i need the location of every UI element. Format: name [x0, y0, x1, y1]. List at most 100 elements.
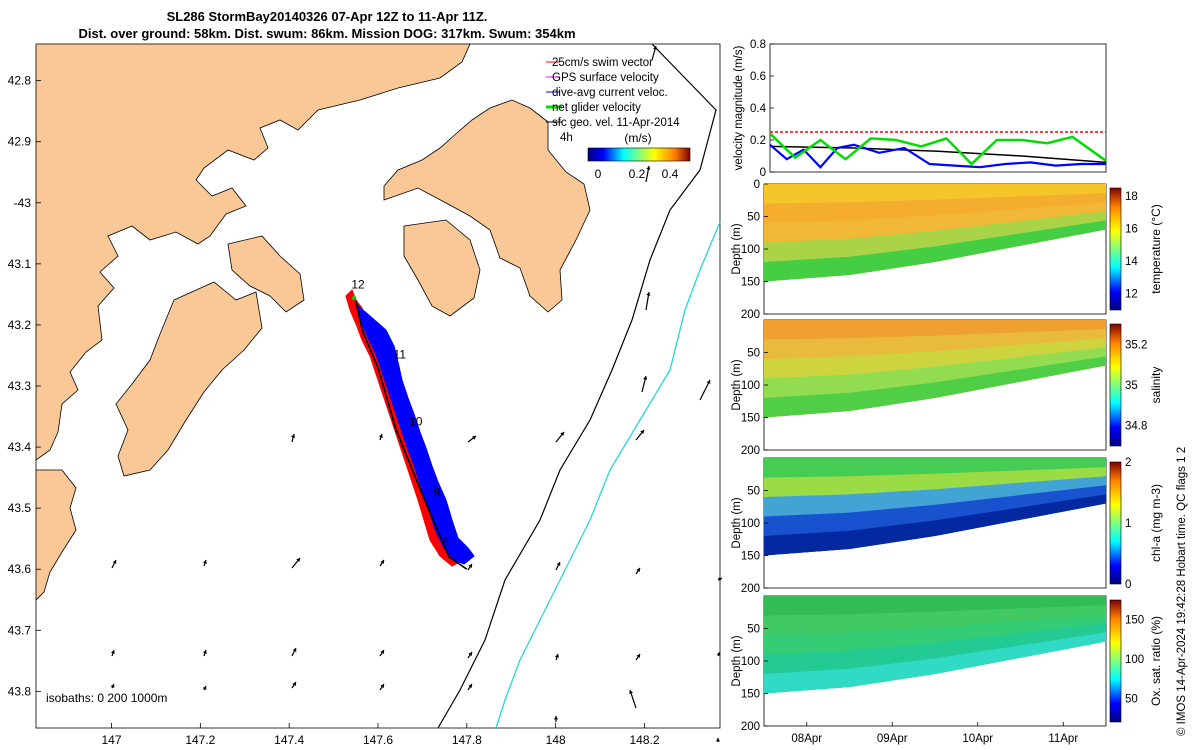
- current-vector-arrow: [467, 651, 473, 659]
- map-x-tick-label: 147.6: [363, 733, 393, 747]
- map-y-tick-label: 43.4: [8, 440, 32, 454]
- current-vector-arrow: [651, 45, 658, 61]
- current-vector-arrow: [378, 433, 383, 441]
- current-vector-arrow: [699, 379, 711, 401]
- section-x-tick-label: 10Apr: [962, 733, 993, 745]
- section-colorbar-tick: 35: [1125, 380, 1138, 392]
- section-y-tick-label: 150: [741, 689, 760, 701]
- glider-track: [345, 289, 475, 570]
- current-vector-arrow: [555, 561, 561, 571]
- land-east-peninsula: [403, 219, 481, 317]
- current-vector-arrow: [291, 647, 297, 657]
- colorbar-tick-1: 0.2: [629, 167, 646, 181]
- current-vector-arrow: [555, 431, 565, 443]
- map-y-tick-label: 43.2: [8, 318, 32, 332]
- section-oxygen_saturation: 50 100 150 200 Depth (m) 50 100 150 Ox. sat. rat…: [731, 595, 1163, 733]
- isobath-200m: [437, 43, 717, 729]
- current-vector-arrow: [554, 653, 559, 661]
- section-y-tick-label: 150: [741, 277, 760, 289]
- section-salinity: 50 100 150 200 Depth (m) 34.8 35 35.2 salinity: [731, 319, 1163, 457]
- current-vector-arrow: [635, 567, 641, 575]
- track-start-marker: [351, 295, 357, 301]
- section-colorbar-tick: 150: [1125, 615, 1144, 627]
- section-colorbar-label: salinity: [1149, 367, 1163, 404]
- legend-gps-label: GPS surface velocity: [552, 72, 659, 84]
- velocity-ylabel: velocity magnitude (m/s): [733, 46, 745, 171]
- land-central-north: [227, 235, 305, 313]
- day-label-9: 9: [434, 485, 441, 499]
- section-colorbar: [1109, 323, 1122, 447]
- current-vector-arrow: [645, 291, 651, 311]
- current-vector-arrow: [641, 375, 648, 393]
- map-y-tick-label: 43.3: [8, 379, 32, 393]
- track-current-blue: [355, 302, 475, 565]
- section-ylabel: Depth (m): [731, 497, 743, 548]
- section-x-tick-label: 09Apr: [877, 733, 908, 745]
- section-colorbar-tick: 12: [1125, 289, 1138, 301]
- section-temperature: 0 50 100 150 200 Depth (m) 12 14 16 18 temperature…: [731, 179, 1163, 321]
- section-colorbar: [1109, 599, 1122, 723]
- section-y-tick-label: 200: [741, 309, 760, 321]
- section-colorbar-tick: 0: [1125, 579, 1131, 591]
- current-vector-arrow: [717, 577, 723, 582]
- current-vector-arrow: [635, 429, 645, 441]
- section-y-tick-label: 50: [747, 212, 760, 224]
- current-vector-arrow: [291, 557, 301, 569]
- legend-geo-label: sfc geo. vel. 11-Apr-2014: [552, 117, 680, 129]
- section-band: [764, 632, 1106, 694]
- day-label-12: 12: [351, 277, 365, 291]
- current-vector-arrow: [110, 649, 115, 657]
- section-y-tick-label: 150: [741, 413, 760, 425]
- map-y-tick-label: 43.6: [8, 562, 32, 576]
- section-y-tick-label: 0: [754, 179, 760, 191]
- velocity-y-tick-label: 0.8: [750, 39, 766, 51]
- velocity-frame: [769, 43, 1107, 173]
- map-panel: 12 11 10 9 8 147 147.2 147.4 147.6 147.8 148 148.2…: [8, 43, 723, 747]
- section-ylabel: Depth (m): [731, 359, 743, 410]
- section-y-tick-label: 200: [741, 583, 760, 595]
- velocity-y-tick-label: 0.2: [750, 135, 766, 147]
- section-x-ticks: 08Apr 09Apr 10Apr 11Apr: [791, 722, 1078, 745]
- land-west-lower: [36, 469, 77, 601]
- map-y-tick-label: -43: [14, 196, 32, 210]
- current-vector-arrow: [379, 683, 385, 691]
- track-net-line: [355, 300, 468, 570]
- current-vector-arrow: [379, 649, 385, 657]
- map-y-tick-label: 43.7: [8, 623, 32, 637]
- map-x-tick-label: 148: [546, 733, 566, 747]
- legend-swim-label: 25cm/s swim vector: [552, 57, 653, 69]
- section-y-tick-label: 150: [741, 551, 760, 563]
- section-colorbar-tick: 14: [1125, 256, 1138, 268]
- colorbar-units: (m/s): [624, 131, 651, 145]
- day-labels: 12 11 10 9 8: [351, 277, 449, 549]
- footer-imos: © IMOS 14-Apr-2024 19:42:28 Hobart time.…: [1176, 447, 1188, 736]
- section-x-tick-label: 11Apr: [1048, 733, 1078, 745]
- velocity-y-ticks: 0 0.2 0.4 0.6 0.8: [750, 39, 774, 179]
- map-y-tick-label: 43.8: [8, 684, 32, 698]
- current-vector-field: [110, 45, 723, 742]
- section-colorbar-tick: 18: [1125, 191, 1138, 203]
- map-x-tick-label: 147: [101, 733, 121, 747]
- section-chl-a: 50 100 150 200 Depth (m) 0 1 2 chl-a (mg m-3): [731, 457, 1163, 595]
- current-vector-arrow: [715, 738, 721, 742]
- section-colorbar-label: temperature (°C): [1149, 204, 1163, 294]
- velocity-y-tick-label: 0: [760, 167, 766, 179]
- map-y-tick-label: 42.9: [8, 135, 32, 149]
- current-vector-arrow: [202, 685, 207, 691]
- section-colorbar: [1109, 461, 1122, 585]
- current-vector-arrow: [110, 683, 115, 689]
- section-band: [764, 494, 1106, 556]
- velocity-series-surface-geo: [769, 145, 1107, 164]
- current-vector-arrow: [202, 559, 207, 567]
- map-x-tick-label: 148.2: [629, 733, 659, 747]
- current-vector-arrow: [467, 563, 473, 571]
- current-vector-arrow: [467, 683, 473, 691]
- map-x-tick-label: 147.8: [452, 733, 482, 747]
- velocity-y-tick-label: 0.6: [750, 71, 766, 83]
- legend-dive-label: dive-avg current veloc.: [552, 87, 668, 99]
- section-colorbar-tick: 2: [1125, 457, 1131, 469]
- map-y-tick-label: 43.1: [8, 257, 32, 271]
- map-y-tick-label: 43.5: [8, 501, 32, 515]
- day-label-8: 8: [442, 535, 449, 549]
- figure-title-line2: Dist. over ground: 58km. Dist. swum: 86k…: [78, 26, 575, 41]
